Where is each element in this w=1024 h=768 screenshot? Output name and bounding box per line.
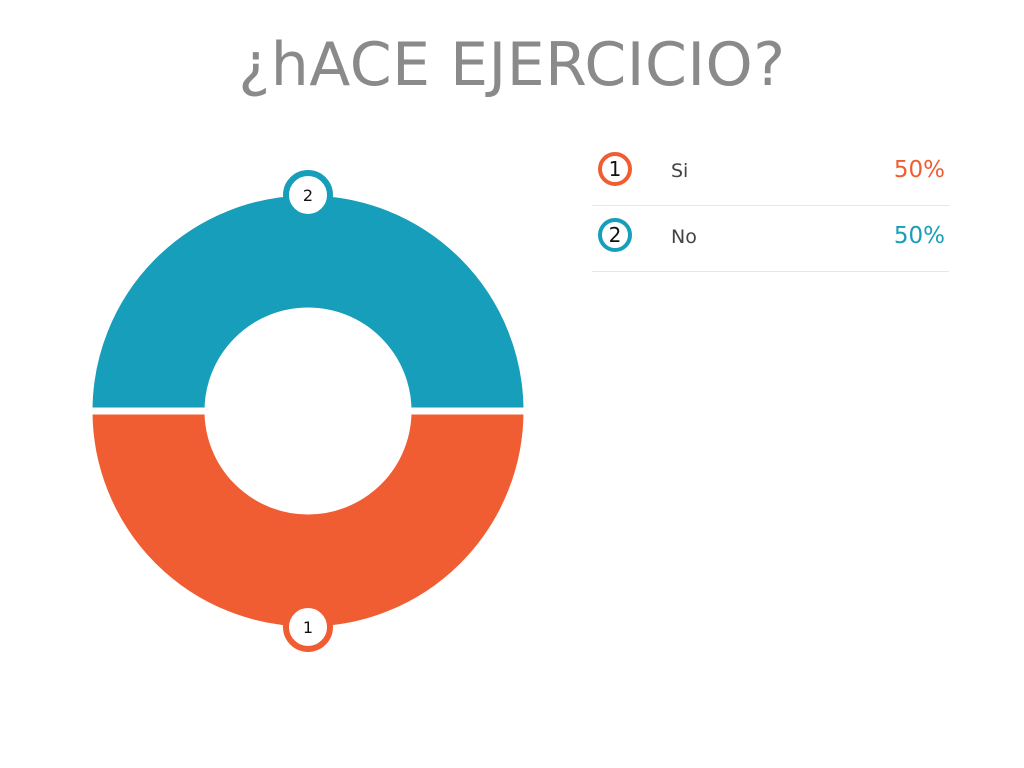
legend-row-no: 2 No 50%	[592, 206, 949, 272]
legend-value: 50%	[893, 157, 945, 183]
legend-value: 50%	[893, 223, 945, 249]
donut-slice-no	[85, 188, 531, 415]
slice-rank-label: 2	[303, 186, 313, 205]
donut-chart: 12	[85, 170, 531, 652]
donut-slice-si	[85, 407, 531, 634]
legend-row-si: 1 Si 50%	[592, 140, 949, 206]
slice-rank-label: 1	[303, 618, 313, 637]
slice-rank-circle	[283, 602, 333, 652]
legend-rank-badge: 2	[598, 218, 632, 252]
chart-title: ¿hACE EJERCICIO?	[238, 30, 786, 100]
slice-rank-marker: 2	[283, 170, 333, 220]
legend-label: Si	[671, 160, 689, 182]
chart-legend: 1 Si 50% 2 No 50%	[592, 140, 949, 272]
slice-rank-circle	[283, 170, 333, 220]
legend-label: No	[671, 226, 697, 248]
slice-rank-marker: 1	[283, 602, 333, 652]
legend-rank-badge: 1	[598, 152, 632, 186]
